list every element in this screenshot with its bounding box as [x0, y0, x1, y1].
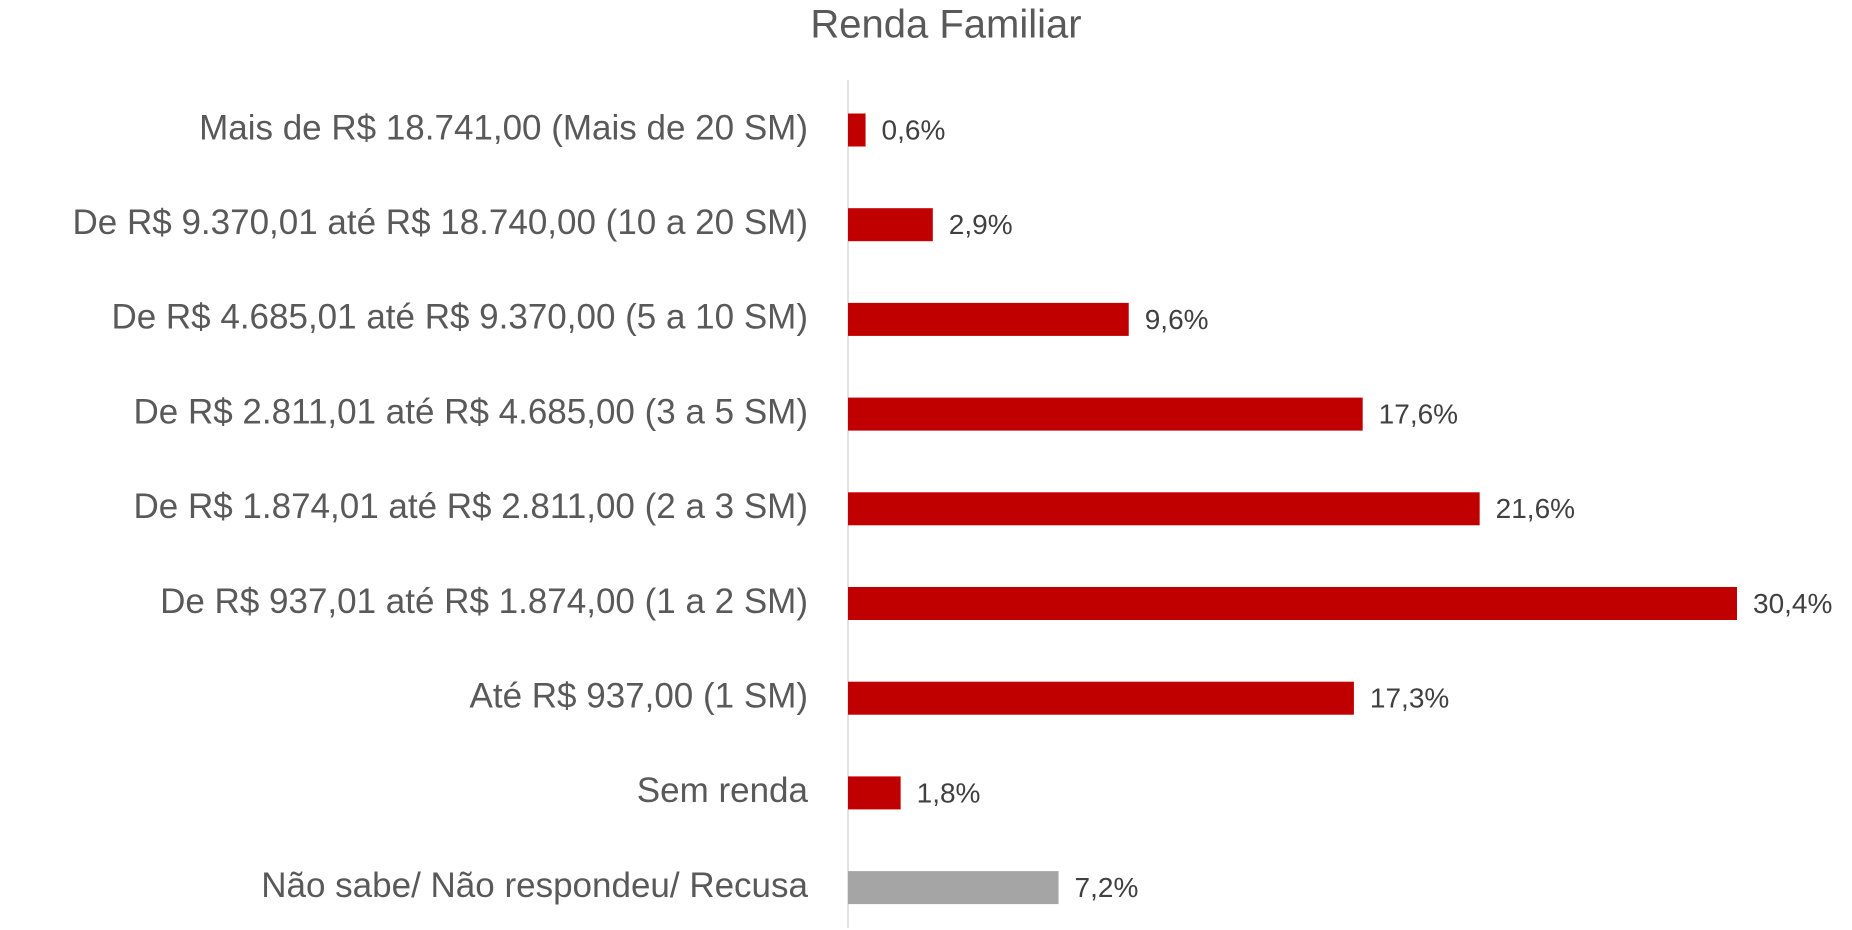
data-label: 17,3% — [1370, 683, 1449, 714]
category-label: De R$ 9.370,01 até R$ 18.740,00 (10 a 20… — [73, 203, 808, 242]
bar — [848, 492, 1480, 526]
bar — [848, 302, 1129, 336]
bar — [848, 871, 1059, 905]
data-label: 21,6% — [1496, 493, 1575, 524]
category-label: Não sabe/ Não respondeu/ Recusa — [261, 866, 808, 905]
data-label: 9,6% — [1145, 304, 1209, 335]
category-label: De R$ 2.811,01 até R$ 4.685,00 (3 a 5 SM… — [134, 392, 809, 431]
chart-title: Renda Familiar — [810, 3, 1081, 47]
data-label: 17,6% — [1379, 398, 1458, 429]
category-label: De R$ 937,01 até R$ 1.874,00 (1 a 2 SM) — [160, 582, 808, 621]
data-label: 0,6% — [882, 114, 946, 145]
bar — [848, 397, 1363, 431]
bar — [848, 113, 866, 147]
category-label: Até R$ 937,00 (1 SM) — [470, 676, 809, 715]
data-label: 30,4% — [1753, 588, 1832, 619]
bar — [848, 681, 1354, 715]
bar — [848, 776, 901, 810]
data-label: 1,8% — [917, 777, 981, 808]
category-label: Sem renda — [637, 771, 809, 810]
bar — [848, 587, 1737, 620]
data-label: 2,9% — [949, 209, 1013, 240]
data-label: 7,2% — [1075, 872, 1139, 903]
bar — [848, 208, 933, 242]
category-label: Mais de R$ 18.741,00 (Mais de 20 SM) — [199, 108, 808, 147]
category-label: De R$ 4.685,01 até R$ 9.370,00 (5 a 10 S… — [111, 298, 808, 337]
category-label: De R$ 1.874,01 até R$ 2.811,00 (2 a 3 SM… — [134, 487, 809, 526]
